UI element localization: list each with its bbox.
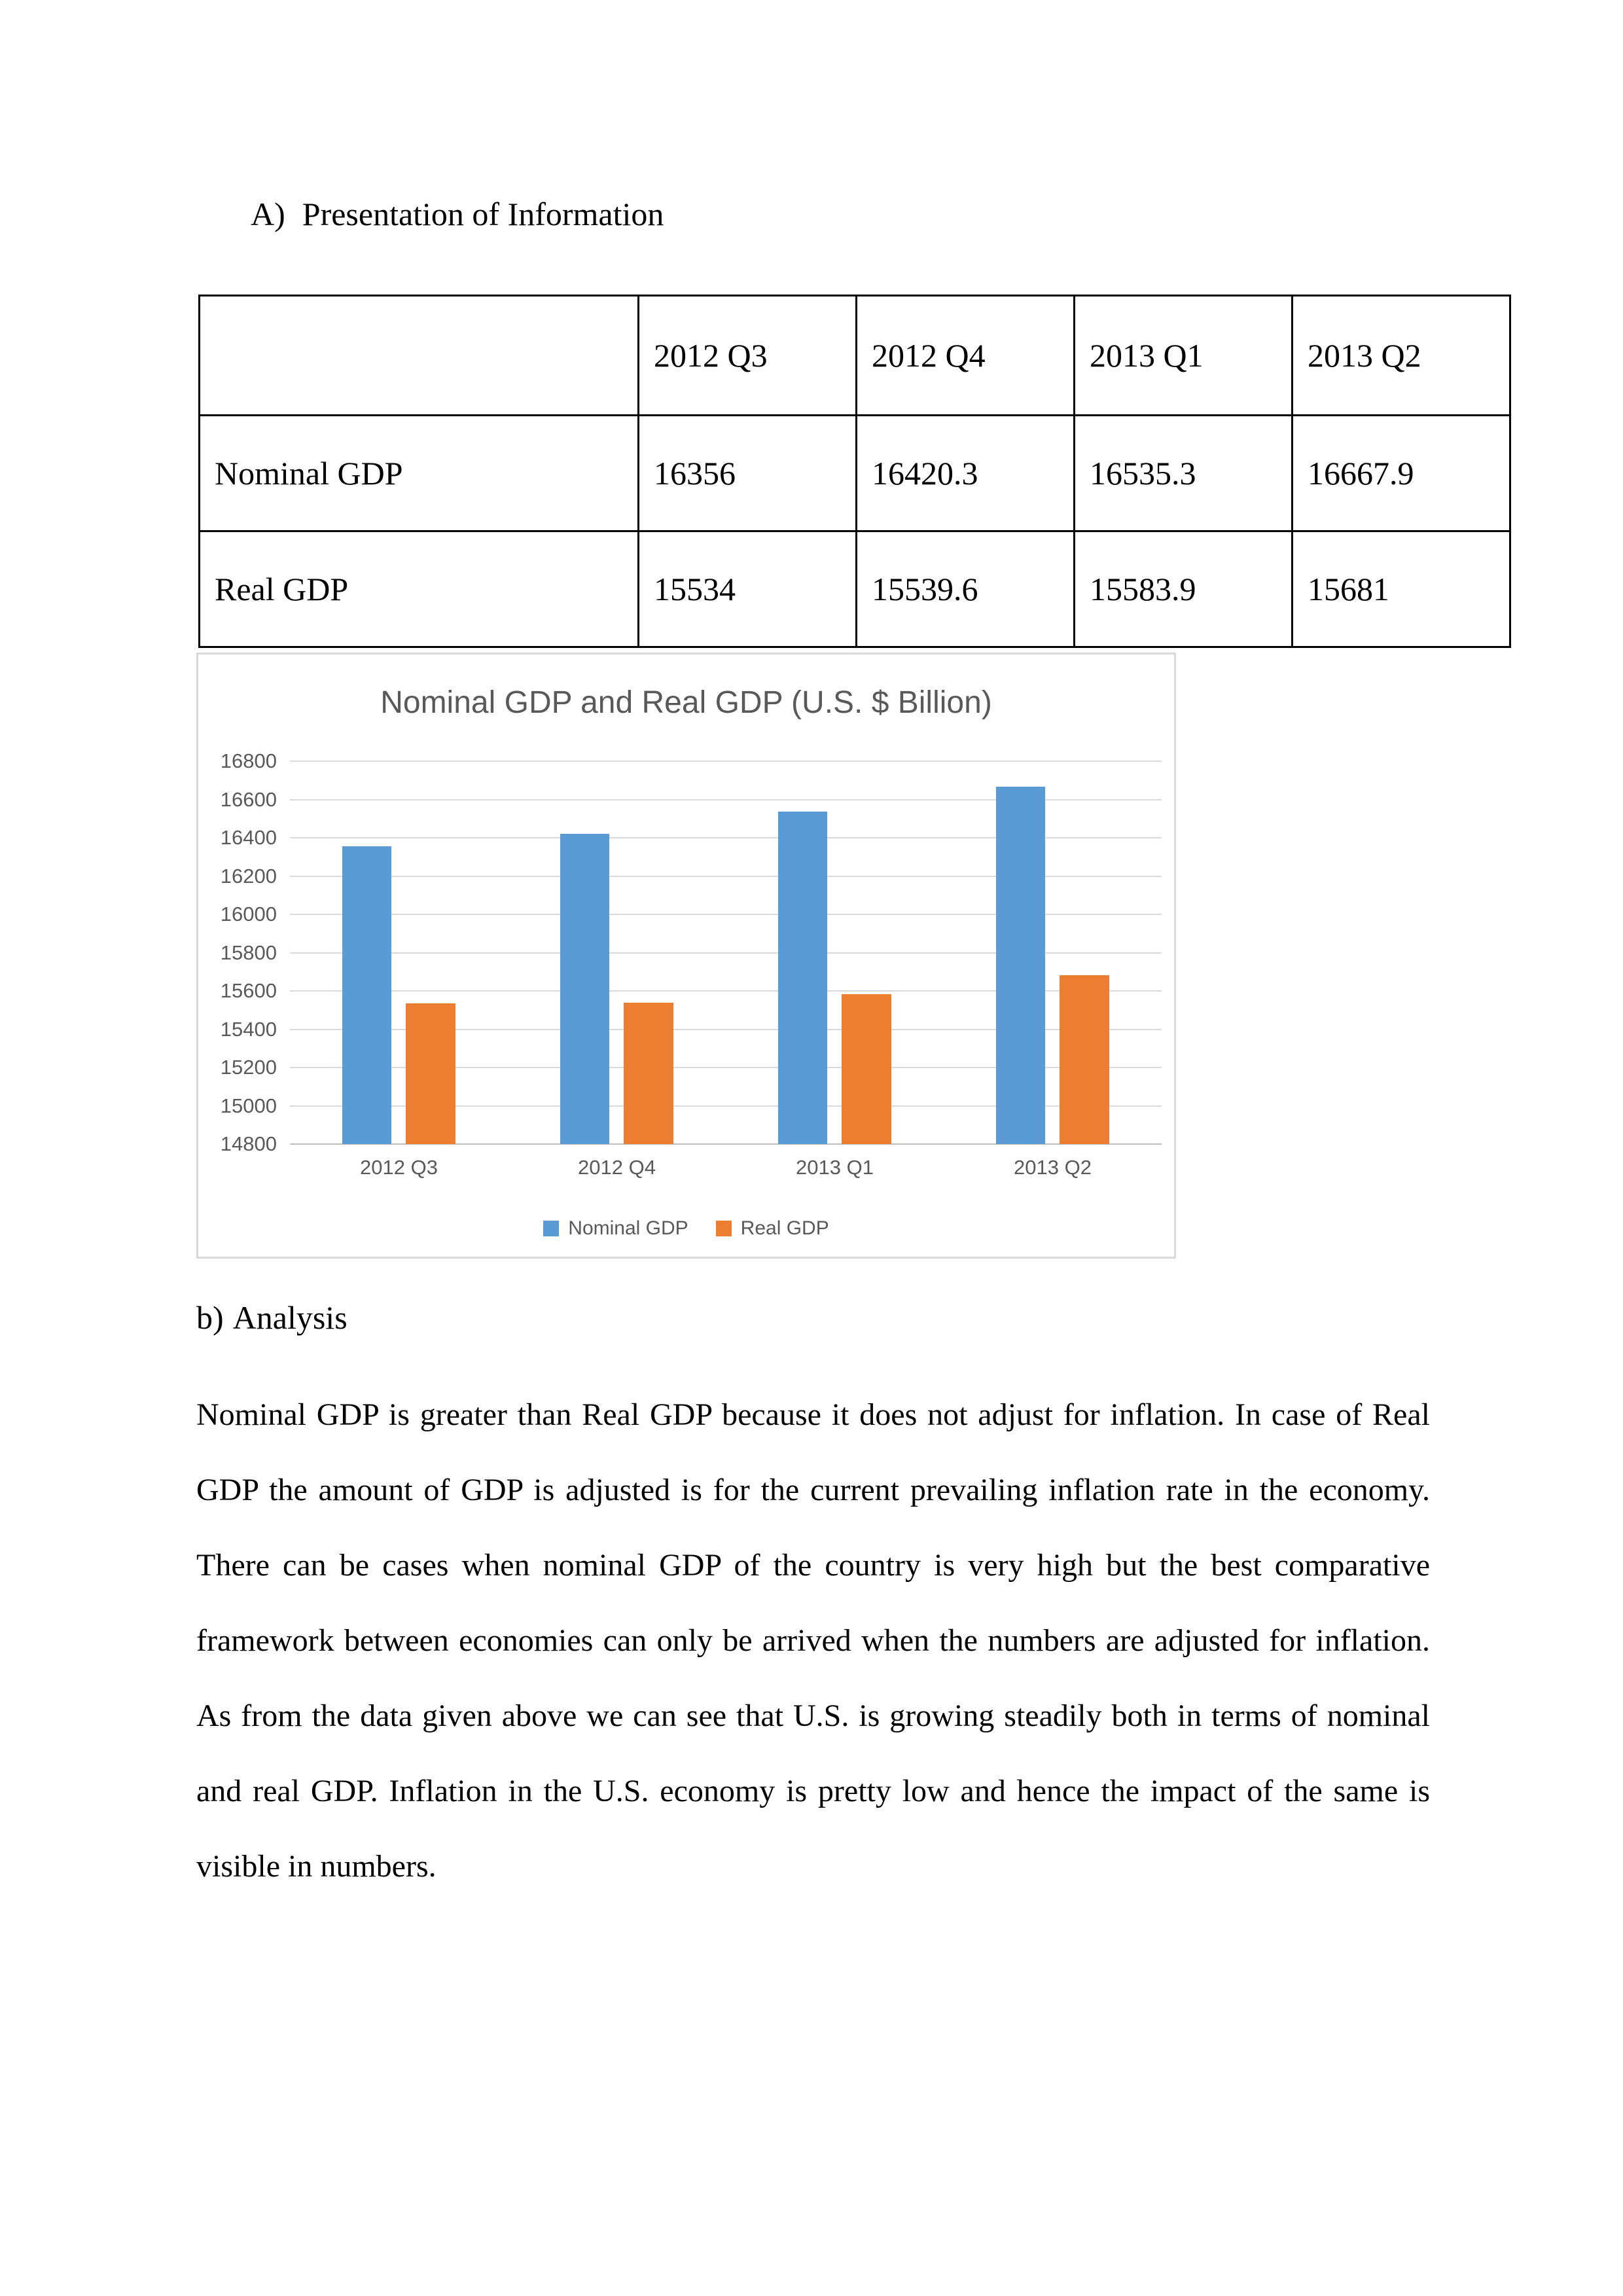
legend-label-real: Real GDP (740, 1217, 829, 1239)
y-axis-label: 15200 (220, 1056, 277, 1079)
legend-entry-nominal-gdp: Nominal GDP (543, 1217, 688, 1240)
section-a-heading: A) Presentation of Information (251, 195, 664, 233)
section-b-marker: b) (196, 1299, 224, 1336)
cell-nominal-2012-q4: 16420.3 (855, 414, 1075, 532)
section-a-marker: A) (251, 196, 285, 232)
bar-nominal-gdp-2012-q4 (560, 834, 609, 1144)
x-axis-label: 2013 Q1 (796, 1156, 874, 1179)
bar-real-gdp-2013-q2 (1059, 975, 1109, 1144)
gridline (290, 761, 1162, 762)
section-b-title: Analysis (232, 1299, 348, 1336)
cell-real-2012-q4: 15539.6 (855, 530, 1075, 648)
cell-real-2013-q1: 15583.9 (1073, 530, 1293, 648)
paragraph-line: Nominal GDP is greater than Real GDP bec… (196, 1397, 1430, 1432)
row-label-real-gdp: Real GDP (198, 530, 639, 648)
legend-marker-nominal-icon (543, 1221, 560, 1236)
y-axis-label: 15400 (220, 1017, 277, 1041)
gdp-bar-chart: Nominal GDP and Real GDP (U.S. $ Billion… (196, 653, 1176, 1259)
table-header-empty (198, 295, 639, 416)
y-axis-label: 15800 (220, 941, 277, 964)
table-header-2013-q1: 2013 Q1 (1073, 295, 1293, 416)
chart-plot-area (290, 761, 1162, 1145)
y-axis-label: 16600 (220, 787, 277, 811)
table-row-nominal-gdp: Nominal GDP 16356 16420.3 16535.3 16667.… (198, 414, 1511, 532)
legend-marker-real-icon (715, 1221, 732, 1236)
paragraph-line: GDP the amount of GDP is adjusted is for… (196, 1473, 1430, 1507)
gdp-table: 2012 Q3 2012 Q4 2013 Q1 2013 Q2 Nominal … (198, 295, 1511, 648)
gridline (290, 875, 1162, 877)
x-axis-line (290, 1143, 1162, 1145)
x-axis-label: 2013 Q2 (1014, 1156, 1092, 1179)
paragraph-line: framework between economies can only be … (196, 1623, 1430, 1658)
paragraph-line: visible in numbers. (196, 1849, 437, 1884)
x-axis-label: 2012 Q4 (578, 1156, 656, 1179)
bar-nominal-gdp-2013-q2 (995, 786, 1045, 1144)
table-header-2012-q3: 2012 Q3 (637, 295, 857, 416)
y-axis-label: 15000 (220, 1094, 277, 1117)
section-a-title: Presentation of Information (302, 196, 664, 232)
bar-real-gdp-2012-q3 (405, 1003, 455, 1144)
table-header-2012-q4: 2012 Q4 (855, 295, 1075, 416)
bar-real-gdp-2012-q4 (623, 1002, 673, 1144)
cell-nominal-2013-q1: 16535.3 (1073, 414, 1293, 532)
cell-nominal-2013-q2: 16667.9 (1291, 414, 1511, 532)
table-header-row: 2012 Q3 2012 Q4 2013 Q1 2013 Q2 (198, 295, 1511, 416)
table-header-2013-q2: 2013 Q2 (1291, 295, 1511, 416)
gridline (290, 914, 1162, 915)
cell-nominal-2012-q3: 16356 (637, 414, 857, 532)
bar-nominal-gdp-2012-q3 (342, 846, 391, 1144)
row-label-nominal-gdp: Nominal GDP (198, 414, 639, 532)
y-axis-label: 15600 (220, 979, 277, 1002)
paragraph-line: and real GDP. Inflation in the U.S. econ… (196, 1774, 1430, 1808)
chart-title: Nominal GDP and Real GDP (U.S. $ Billion… (380, 685, 992, 720)
cell-real-2013-q2: 15681 (1291, 530, 1511, 648)
paragraph-line: As from the data given above we can see … (196, 1698, 1430, 1733)
y-axis-label: 14800 (220, 1132, 277, 1155)
y-axis-label: 16000 (220, 903, 277, 925)
gridline (290, 1067, 1162, 1068)
chart-legend: Nominal GDP Real GDP (198, 1217, 1174, 1240)
y-axis-label: 16200 (220, 864, 277, 888)
y-axis-label: 16400 (220, 826, 277, 849)
gridline (290, 952, 1162, 954)
gridline (290, 798, 1162, 800)
gridline (290, 837, 1162, 838)
analysis-paragraph: Nominal GDP is greater than Real GDP bec… (196, 1377, 1430, 1904)
bar-real-gdp-2013-q1 (841, 994, 891, 1144)
legend-label-nominal: Nominal GDP (568, 1217, 688, 1239)
table-row-real-gdp: Real GDP 15534 15539.6 15583.9 15681 (198, 530, 1511, 648)
section-b-heading: b) Analysis (196, 1299, 348, 1336)
x-axis-label: 2012 Q3 (360, 1156, 438, 1179)
paragraph-line: There can be cases when nominal GDP of t… (196, 1548, 1430, 1583)
gridline (290, 990, 1162, 992)
gridline (290, 1028, 1162, 1030)
bar-nominal-gdp-2013-q1 (777, 812, 827, 1144)
gridline (290, 1105, 1162, 1107)
cell-real-2012-q3: 15534 (637, 530, 857, 648)
legend-entry-real-gdp: Real GDP (715, 1217, 829, 1240)
y-axis-label: 16800 (220, 749, 277, 772)
